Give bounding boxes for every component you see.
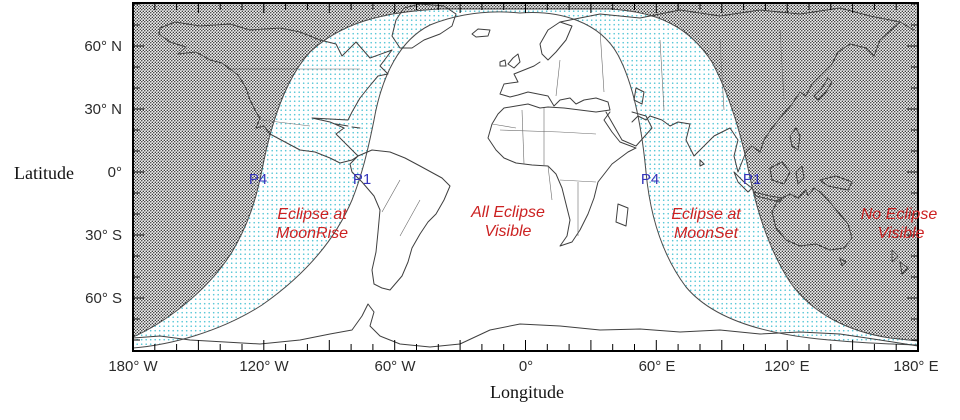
x-tick-60e: 60° E	[639, 358, 676, 375]
coastlines	[133, 3, 918, 348]
coast-indonesia	[699, 127, 805, 203]
label-p1-west: P1	[353, 171, 371, 188]
x-tick-120w: 120° W	[239, 358, 289, 375]
map-frame	[132, 2, 919, 352]
coast-new-guinea	[819, 175, 853, 191]
coast-scandinavia	[539, 21, 573, 61]
region-all-visible-fill	[133, 11, 918, 351]
label-all-eclipse-visible-line2: Visible	[485, 223, 532, 240]
p4-p1-outer-curve	[133, 8, 918, 342]
x-tick-120e: 120° E	[764, 358, 809, 375]
y-tick-30s: 30° S	[85, 227, 122, 244]
label-eclipse-at-moonset-line2: MoonSet	[674, 225, 739, 242]
x-tick-180e: 180° E	[893, 358, 938, 375]
y-axis-ticks-left	[134, 3, 144, 341]
y-tick-30n: 30° N	[84, 101, 122, 118]
coast-asia	[559, 7, 915, 173]
coast-australia	[771, 187, 853, 267]
x-axis-ticks-bottom	[132, 340, 919, 350]
label-all-eclipse-visible-line1: All Eclipse	[470, 204, 545, 221]
country-borders	[228, 29, 785, 237]
label-eclipse-at-moonrise-line1: Eclipse at	[277, 206, 347, 223]
label-p4-east: P4	[641, 171, 659, 188]
y-axis-ticks-right	[907, 3, 917, 341]
coast-caspian	[633, 87, 645, 105]
coast-europe-africa	[487, 61, 637, 247]
x-tick-0: 0°	[519, 358, 533, 375]
coast-madagascar	[615, 203, 629, 227]
label-no-eclipse-visible-line1: No Eclipse	[861, 206, 938, 223]
label-p1-east: P1	[743, 171, 761, 188]
label-eclipse-at-moonrise-line2: MoonRise	[276, 225, 348, 242]
y-tick-60s: 60° S	[85, 290, 122, 307]
map-area	[133, 3, 918, 351]
coast-north-america	[158, 21, 393, 164]
coast-caribbean	[335, 123, 361, 129]
y-tick-60n: 60° N	[84, 38, 122, 55]
label-eclipse-at-moonset-line1: Eclipse at	[671, 206, 741, 223]
y-axis-title: Latitude	[14, 163, 74, 183]
coast-british-isles	[499, 53, 521, 69]
coast-new-zealand	[891, 249, 909, 275]
coast-antarctica	[133, 303, 918, 348]
coast-south-america	[349, 149, 451, 291]
label-p4-west: P4	[249, 171, 267, 188]
label-no-eclipse-visible-line2: Visible	[878, 225, 925, 242]
coast-arabia	[605, 111, 653, 147]
y-tick-0: 0°	[108, 164, 122, 181]
x-tick-60w: 60° W	[374, 358, 416, 375]
coast-japan	[813, 77, 833, 101]
x-axis-ticks-top	[132, 4, 919, 13]
x-tick-180w: 180° W	[108, 358, 158, 375]
coast-iceland	[471, 28, 491, 38]
coast-greenland	[391, 3, 457, 49]
x-axis-title: Longitude	[490, 382, 564, 402]
